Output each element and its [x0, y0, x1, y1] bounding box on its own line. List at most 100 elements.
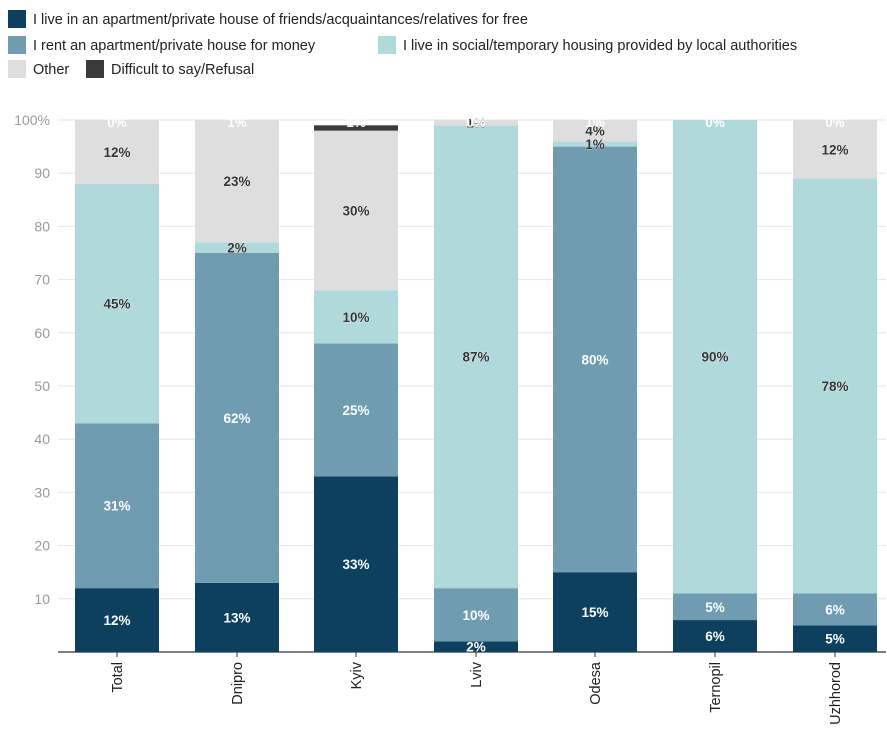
bar-segment	[195, 253, 279, 583]
bar-segment	[434, 641, 518, 652]
data-label: 90%	[701, 350, 728, 365]
y-tick-label: 60	[34, 325, 50, 341]
data-label: 0%	[705, 115, 725, 130]
bar-segment	[553, 120, 637, 142]
bar-segment	[793, 625, 877, 652]
x-tick-label: Total	[110, 662, 126, 693]
legend: I live in an apartment/private house of …	[8, 10, 797, 78]
bar-segment	[793, 120, 877, 179]
data-label: 12%	[103, 145, 130, 160]
data-label: 78%	[821, 379, 848, 394]
bar-segment	[195, 242, 279, 253]
x-tick-label: Dnipro	[230, 662, 246, 705]
data-label: 12%	[821, 142, 848, 157]
legend-label: Other	[33, 62, 69, 78]
data-label: 25%	[342, 403, 369, 418]
legend-swatch	[8, 60, 26, 78]
data-label: 15%	[581, 605, 608, 620]
bar-segment	[195, 120, 279, 243]
data-label: 1%	[227, 115, 247, 130]
data-label: 5%	[825, 632, 845, 647]
data-label: 2%	[227, 241, 247, 256]
legend-label: I rent an apartment/private house for mo…	[33, 38, 316, 54]
data-label: 30%	[342, 203, 369, 218]
y-tick-label: 70	[34, 272, 50, 288]
bar-group-uzhhorod: 5% 6% 78% 12% 0%	[793, 115, 877, 652]
bar-group-ternopil: 6% 5% 90% 0%	[673, 115, 757, 652]
bar-segment	[75, 183, 159, 424]
y-tick-label: 20	[34, 538, 50, 554]
legend-swatch	[86, 60, 104, 78]
bar-segment	[553, 146, 637, 573]
bar-segment	[75, 120, 159, 184]
data-label: 1%	[466, 116, 486, 131]
bar-segment	[673, 620, 757, 652]
bar-segment	[75, 588, 159, 652]
data-label: 13%	[223, 610, 250, 625]
bar-segment	[673, 120, 757, 594]
data-label: 62%	[223, 411, 250, 426]
data-label: 1%	[346, 115, 366, 130]
bar-group-total: 12% 31% 45% 12% 0%	[75, 115, 159, 652]
data-label: 45%	[103, 297, 130, 312]
y-tick-label: 50	[34, 378, 50, 394]
bar-segment	[553, 141, 637, 147]
bar-segment	[314, 290, 398, 344]
bar-segment	[314, 125, 398, 131]
data-label: 10%	[462, 608, 489, 623]
y-tick-label: 90	[34, 165, 50, 181]
bar-segment	[793, 593, 877, 626]
data-label: 0%	[466, 115, 486, 130]
bar-segment	[793, 178, 877, 594]
legend-swatch	[378, 36, 396, 54]
legend-swatch	[8, 36, 26, 54]
data-label: 12%	[103, 613, 130, 628]
bar-segment	[553, 572, 637, 652]
y-tick-label: 10	[34, 591, 50, 607]
data-label: 0%	[107, 115, 127, 130]
data-label: 4%	[585, 124, 605, 139]
bar-segment	[195, 582, 279, 652]
data-label: 87%	[462, 350, 489, 365]
bar-group-odesa: 15% 80% 1%4%1%	[553, 115, 637, 652]
x-tick-label: Uzhhorod	[828, 662, 844, 725]
x-tick-label: Odesa	[588, 661, 604, 705]
data-label: 1%	[585, 137, 605, 152]
y-tick-label: 30	[34, 484, 50, 500]
data-label: 1%	[585, 115, 605, 130]
bar-segment	[434, 120, 518, 126]
x-tick-label: Kyiv	[349, 661, 365, 689]
data-label: 10%	[342, 310, 369, 325]
bar-segment	[434, 588, 518, 642]
data-label: 33%	[342, 557, 369, 572]
bar-segment	[434, 125, 518, 589]
data-label: 6%	[825, 602, 845, 617]
data-label: 0%	[825, 115, 845, 130]
data-label: 2%	[466, 640, 486, 655]
bar-segment	[314, 476, 398, 652]
y-tick-label: 100%	[14, 112, 50, 128]
data-label: 80%	[581, 352, 608, 367]
data-label: 23%	[223, 174, 250, 189]
legend-label: Difficult to say/Refusal	[111, 62, 254, 78]
y-tick-label: 40	[34, 431, 50, 447]
bar-group-lviv: 2% 10% 87% 1%0%	[434, 115, 518, 655]
bar-segment	[314, 130, 398, 291]
legend-label: I live in an apartment/private house of …	[33, 12, 528, 28]
legend-swatch	[8, 10, 26, 28]
x-axis: Total Dnipro Kyiv Lviv Odesa Ternopil Uzhhorod	[110, 652, 844, 725]
legend-label: I live in social/temporary housing provi…	[403, 38, 797, 54]
data-label: 5%	[705, 600, 725, 615]
x-tick-label: Lviv	[469, 661, 485, 688]
bars: 12% 31% 45% 12% 0% 13% 62% 2% 23% 1% 33% 25% 10% 30% 1…	[75, 115, 877, 655]
bar-segment	[673, 593, 757, 621]
x-tick-label: Ternopil	[708, 662, 724, 713]
data-label: 6%	[705, 629, 725, 644]
bar-group-dnipro: 13% 62% 2% 23% 1%	[195, 115, 279, 652]
bar-segment	[75, 423, 159, 589]
bar-group-kyiv: 33% 25% 10% 30% 1%	[314, 115, 398, 652]
y-tick-label: 80	[34, 218, 50, 234]
bar-segment	[314, 343, 398, 477]
